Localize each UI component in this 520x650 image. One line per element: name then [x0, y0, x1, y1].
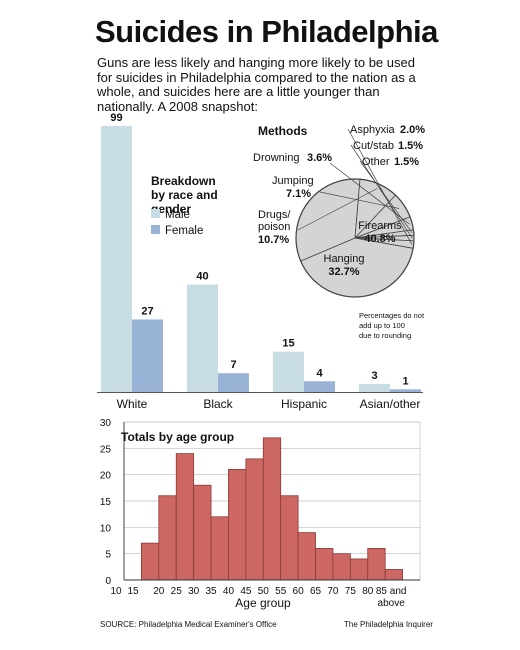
age-xtick-label: 55 — [275, 586, 287, 597]
age-bar-45 — [245, 458, 264, 581]
age-xtick-label: 30 — [188, 586, 200, 597]
pie-label-cut-stab-value: 1.5% — [398, 140, 423, 152]
age-bar-80 — [367, 548, 386, 581]
bar-hispanic-male — [273, 351, 304, 392]
pie-label-other-label: Other — [362, 156, 390, 168]
age-bar-40 — [228, 468, 247, 581]
chart-title: Suicides in Philadelphia — [95, 14, 438, 49]
bar-label-hispanic-male: 15 — [282, 338, 294, 350]
age-bar-85 — [384, 569, 403, 581]
pie-note-line: due to rounding — [359, 331, 411, 340]
age-x-axis-label: Age group — [235, 596, 291, 610]
age-xtick-label: 15 — [127, 586, 139, 597]
age-xtick-label: 20 — [153, 586, 165, 597]
bar-label-asian-other-female: 1 — [402, 375, 408, 387]
pie-label-hanging: Hanging — [324, 253, 365, 265]
age-xtick-label: 65 — [310, 586, 322, 597]
legend-label-male: Male — [165, 209, 190, 221]
chart-subtitle: Guns are less likely and hanging more li… — [97, 55, 416, 114]
age-ytick-label: 0 — [105, 576, 111, 587]
age-xtick-label: 75 — [345, 586, 357, 597]
pie-label-cut-stab-label: Cut/stab — [353, 140, 394, 152]
bar-white-male — [101, 126, 132, 392]
pie-outline — [295, 178, 415, 298]
category-label-hispanic: Hispanic — [281, 397, 327, 411]
bar-asian-other-male — [359, 383, 390, 392]
age-xtick-label: 25 — [171, 586, 183, 597]
age-ytick-label: 5 — [105, 550, 111, 561]
pie-label-drugs-poison-value: 10.7% — [258, 234, 289, 246]
bar-white-female — [132, 319, 163, 392]
age-bar-25 — [175, 453, 195, 581]
age-ytick-label: 10 — [100, 523, 112, 534]
legend-title-line: Breakdown — [151, 174, 216, 188]
pie-label-asphyxia-label: Asphyxia — [350, 124, 396, 136]
pie-label-drugs-poison-label-1: Drugs/ — [258, 209, 291, 221]
pie-label-asphyxia-leader — [347, 128, 413, 245]
age-ytick-label: 25 — [100, 444, 112, 455]
age-xtick-label: 80 — [362, 586, 374, 597]
bar-black-male — [187, 284, 218, 392]
age-xtick-label: 10 — [110, 586, 122, 597]
age-bar-35 — [210, 516, 229, 581]
age-bar-70 — [332, 553, 351, 581]
legend-swatch-male — [151, 209, 160, 218]
category-label-asian-other: Asian/other — [360, 397, 421, 411]
age-bar-15 — [141, 542, 160, 581]
age-bar-20 — [158, 495, 177, 581]
credit-note: The Philadelphia Inquirer — [344, 620, 433, 629]
bar-label-black-male: 40 — [196, 271, 208, 283]
legend-title-line: by race and — [151, 188, 218, 202]
category-label-white: White — [117, 397, 148, 411]
bar-label-asian-other-male: 3 — [371, 370, 377, 382]
age-chart-title: Totals by age group — [121, 430, 234, 444]
age-bar-75 — [349, 558, 369, 581]
age-bar-30 — [193, 484, 212, 581]
pie-label-drugs-poison-leader — [297, 188, 378, 231]
bar-label-hispanic-female: 4 — [316, 367, 323, 379]
bar-label-white-female: 27 — [141, 305, 153, 317]
pie-label-other-value: 1.5% — [394, 156, 419, 168]
age-bar-65 — [315, 548, 334, 581]
pie-value-hanging: 32.7% — [328, 266, 359, 278]
pie-title: Methods — [258, 124, 308, 138]
age-bar-55 — [280, 495, 299, 581]
age-xtick-label: 50 — [258, 586, 270, 597]
bar-asian-other-female — [390, 389, 421, 392]
legend-title-line: gender — [151, 202, 191, 216]
age-bar-50 — [262, 437, 282, 581]
pie-label-jumping-value: 7.1% — [286, 188, 311, 200]
pie-label-firearms: Firearms — [358, 220, 402, 232]
bar-label-white-male: 99 — [110, 112, 122, 124]
pie-label-jumping-label: Jumping — [272, 175, 314, 187]
age-xtick-label: 45 — [240, 586, 252, 597]
legend-label-female: Female — [165, 225, 203, 237]
pie-label-drugs-poison-label-2: poison — [258, 221, 290, 233]
age-xtick-label: 35 — [205, 586, 217, 597]
pie-label-cut-stab-leader — [350, 144, 413, 239]
age-xtick-label: 85 and — [376, 586, 407, 597]
age-ytick-label: 30 — [100, 418, 112, 429]
pie-value-firearms: 40.8% — [364, 233, 395, 245]
pie-label-asphyxia-value: 2.0% — [400, 124, 425, 136]
pie-label-other-leader — [359, 160, 413, 233]
age-xtick-label: 70 — [327, 586, 339, 597]
age-ytick-label: 20 — [100, 471, 112, 482]
pie-label-drowning-value: 3.6% — [307, 152, 332, 164]
source-note: SOURCE: Philadelphia Medical Examiner's … — [100, 620, 277, 629]
age-xtick-label-2: above — [378, 598, 406, 609]
age-bar-60 — [297, 532, 316, 581]
age-xtick-label: 60 — [293, 586, 305, 597]
bar-hispanic-female — [304, 381, 335, 392]
age-ytick-label: 15 — [100, 497, 112, 508]
pie-label-drowning-label: Drowning — [253, 152, 299, 164]
age-xtick-label: 40 — [223, 586, 235, 597]
pie-note-line: add up to 100 — [359, 321, 405, 330]
legend-swatch-female — [151, 225, 160, 234]
pie-note-line: Percentages do not — [359, 311, 425, 320]
category-label-black: Black — [203, 397, 233, 411]
bar-label-black-female: 7 — [230, 359, 236, 371]
bar-black-female — [218, 373, 249, 392]
